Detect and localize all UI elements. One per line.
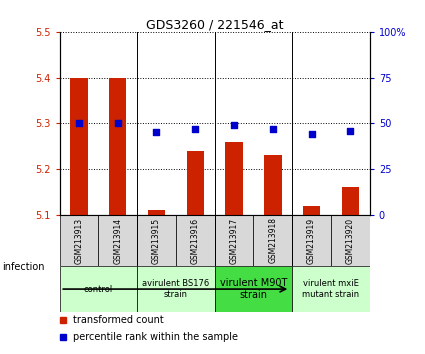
Text: virulent M90T
strain: virulent M90T strain — [220, 278, 287, 300]
Text: GSM213913: GSM213913 — [74, 217, 83, 264]
Text: control: control — [84, 285, 113, 293]
Bar — [60, 215, 98, 266]
Point — [153, 130, 160, 135]
Text: GSM213914: GSM213914 — [113, 217, 122, 264]
Text: virulent mxiE
mutant strain: virulent mxiE mutant strain — [303, 279, 360, 299]
Text: percentile rank within the sample: percentile rank within the sample — [74, 332, 238, 342]
Text: GSM213920: GSM213920 — [346, 217, 355, 264]
Text: avirulent BS176
strain: avirulent BS176 strain — [142, 279, 210, 299]
Text: GSM213916: GSM213916 — [191, 217, 200, 264]
Point — [114, 120, 121, 126]
Point — [308, 131, 315, 137]
Bar — [137, 215, 176, 266]
Bar — [60, 266, 137, 312]
Point — [347, 128, 354, 133]
Bar — [342, 187, 359, 215]
Text: infection: infection — [2, 262, 45, 272]
Bar — [187, 151, 204, 215]
Bar — [253, 215, 292, 266]
Text: transformed count: transformed count — [74, 315, 164, 325]
Text: GSM213915: GSM213915 — [152, 217, 161, 264]
Bar — [70, 78, 88, 215]
Point — [192, 126, 198, 132]
Bar — [215, 215, 253, 266]
Bar — [137, 266, 215, 312]
Bar — [176, 215, 215, 266]
Point — [76, 120, 82, 126]
Point — [231, 122, 238, 128]
Bar — [98, 215, 137, 266]
Bar — [292, 215, 331, 266]
Bar — [331, 215, 370, 266]
Bar — [148, 210, 165, 215]
Bar — [109, 78, 126, 215]
Bar — [303, 206, 320, 215]
Text: GSM213918: GSM213918 — [268, 217, 277, 263]
Point — [269, 126, 276, 132]
Text: GSM213917: GSM213917 — [230, 217, 238, 264]
Bar — [225, 142, 243, 215]
Bar — [215, 266, 292, 312]
Title: GDS3260 / 221546_at: GDS3260 / 221546_at — [146, 18, 283, 31]
Text: GSM213919: GSM213919 — [307, 217, 316, 264]
Bar — [264, 155, 281, 215]
Bar — [292, 266, 370, 312]
